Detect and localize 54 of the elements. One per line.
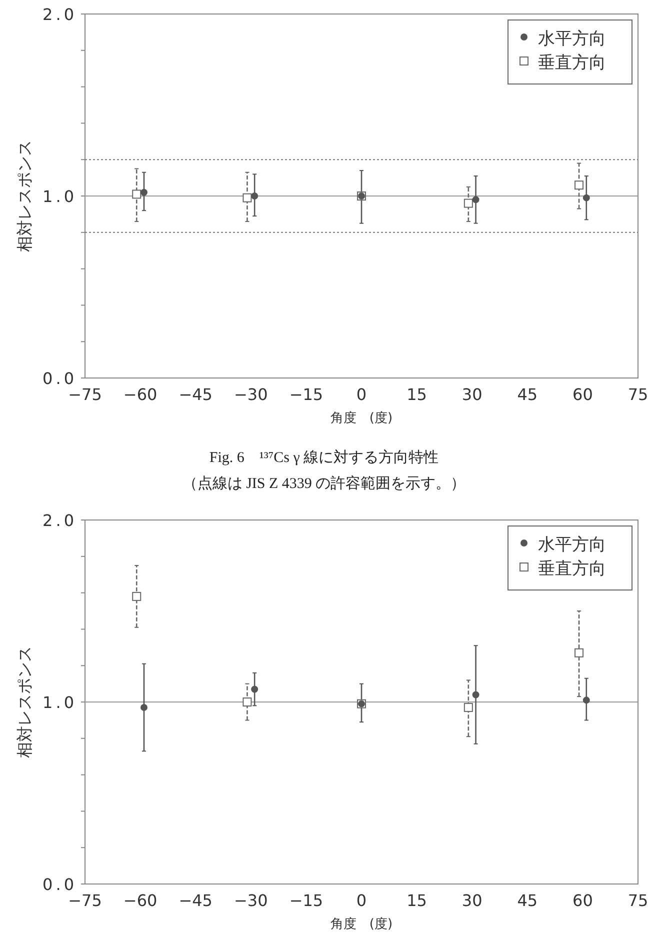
- y-tick-label: 0.0: [42, 875, 77, 894]
- point: [140, 704, 148, 711]
- x-tick-label: 60: [572, 891, 593, 910]
- point: [464, 702, 473, 712]
- point: [582, 194, 590, 202]
- point: [132, 592, 142, 601]
- legend-label: 水平方向: [538, 29, 606, 49]
- x-tick-label: 0: [356, 385, 367, 404]
- legend-label: 垂直方向: [538, 559, 606, 579]
- x-tick-label: 45: [517, 891, 538, 910]
- point: [251, 686, 258, 693]
- x-tick-label: −60: [123, 385, 158, 404]
- x-tick-label: −75: [68, 891, 102, 910]
- x-tick-label: 15: [406, 385, 427, 404]
- y-tick-label: 2.0: [42, 5, 77, 24]
- point: [472, 691, 480, 698]
- legend-label: 水平方向: [538, 535, 606, 555]
- x-tick-label: −75: [68, 385, 102, 404]
- text: （点線は JIS Z 4339 の許容範囲を示す。）: [182, 475, 466, 492]
- point: [464, 198, 473, 208]
- y-tick-label: 1.0: [42, 693, 77, 712]
- caption: Fig. 6 ¹³⁷Cs γ 線に対する方向特性: [209, 449, 439, 466]
- legend-label: 垂直方向: [538, 53, 606, 73]
- x-tick-label: −15: [289, 891, 324, 910]
- point: [574, 180, 584, 190]
- x-axis-title: 角度 (度): [330, 916, 393, 932]
- y-axis-title: 相対レスポンス: [15, 646, 34, 758]
- x-axis-title: 角度 (度): [330, 410, 393, 426]
- point: [574, 648, 584, 658]
- point: [582, 696, 590, 704]
- x-tick-label: −15: [289, 385, 324, 404]
- x-tick-label: 75: [628, 385, 648, 404]
- x-tick-label: 15: [406, 891, 427, 910]
- x-tick-label: 75: [628, 891, 648, 910]
- y-tick-label: 0.0: [42, 369, 77, 388]
- point: [242, 698, 252, 706]
- point: [140, 188, 148, 196]
- y-axis-title: 相対レスポンス: [15, 140, 34, 252]
- x-tick-label: 30: [462, 891, 482, 910]
- y-tick-label: 1.0: [42, 187, 77, 206]
- point: [251, 192, 258, 200]
- x-tick-label: 30: [462, 385, 482, 404]
- x-tick-label: −45: [178, 385, 212, 404]
- x-tick-label: 60: [572, 385, 593, 404]
- x-tick-label: 45: [517, 385, 538, 404]
- x-tick-label: −30: [234, 385, 268, 404]
- x-tick-label: −60: [123, 891, 158, 910]
- x-tick-label: −30: [234, 891, 268, 910]
- x-tick-label: −45: [178, 891, 212, 910]
- point: [132, 190, 142, 199]
- y-tick-label: 2.0: [42, 511, 77, 530]
- point: [472, 196, 480, 204]
- x-tick-label: 0: [356, 891, 367, 910]
- point: [242, 193, 252, 202]
